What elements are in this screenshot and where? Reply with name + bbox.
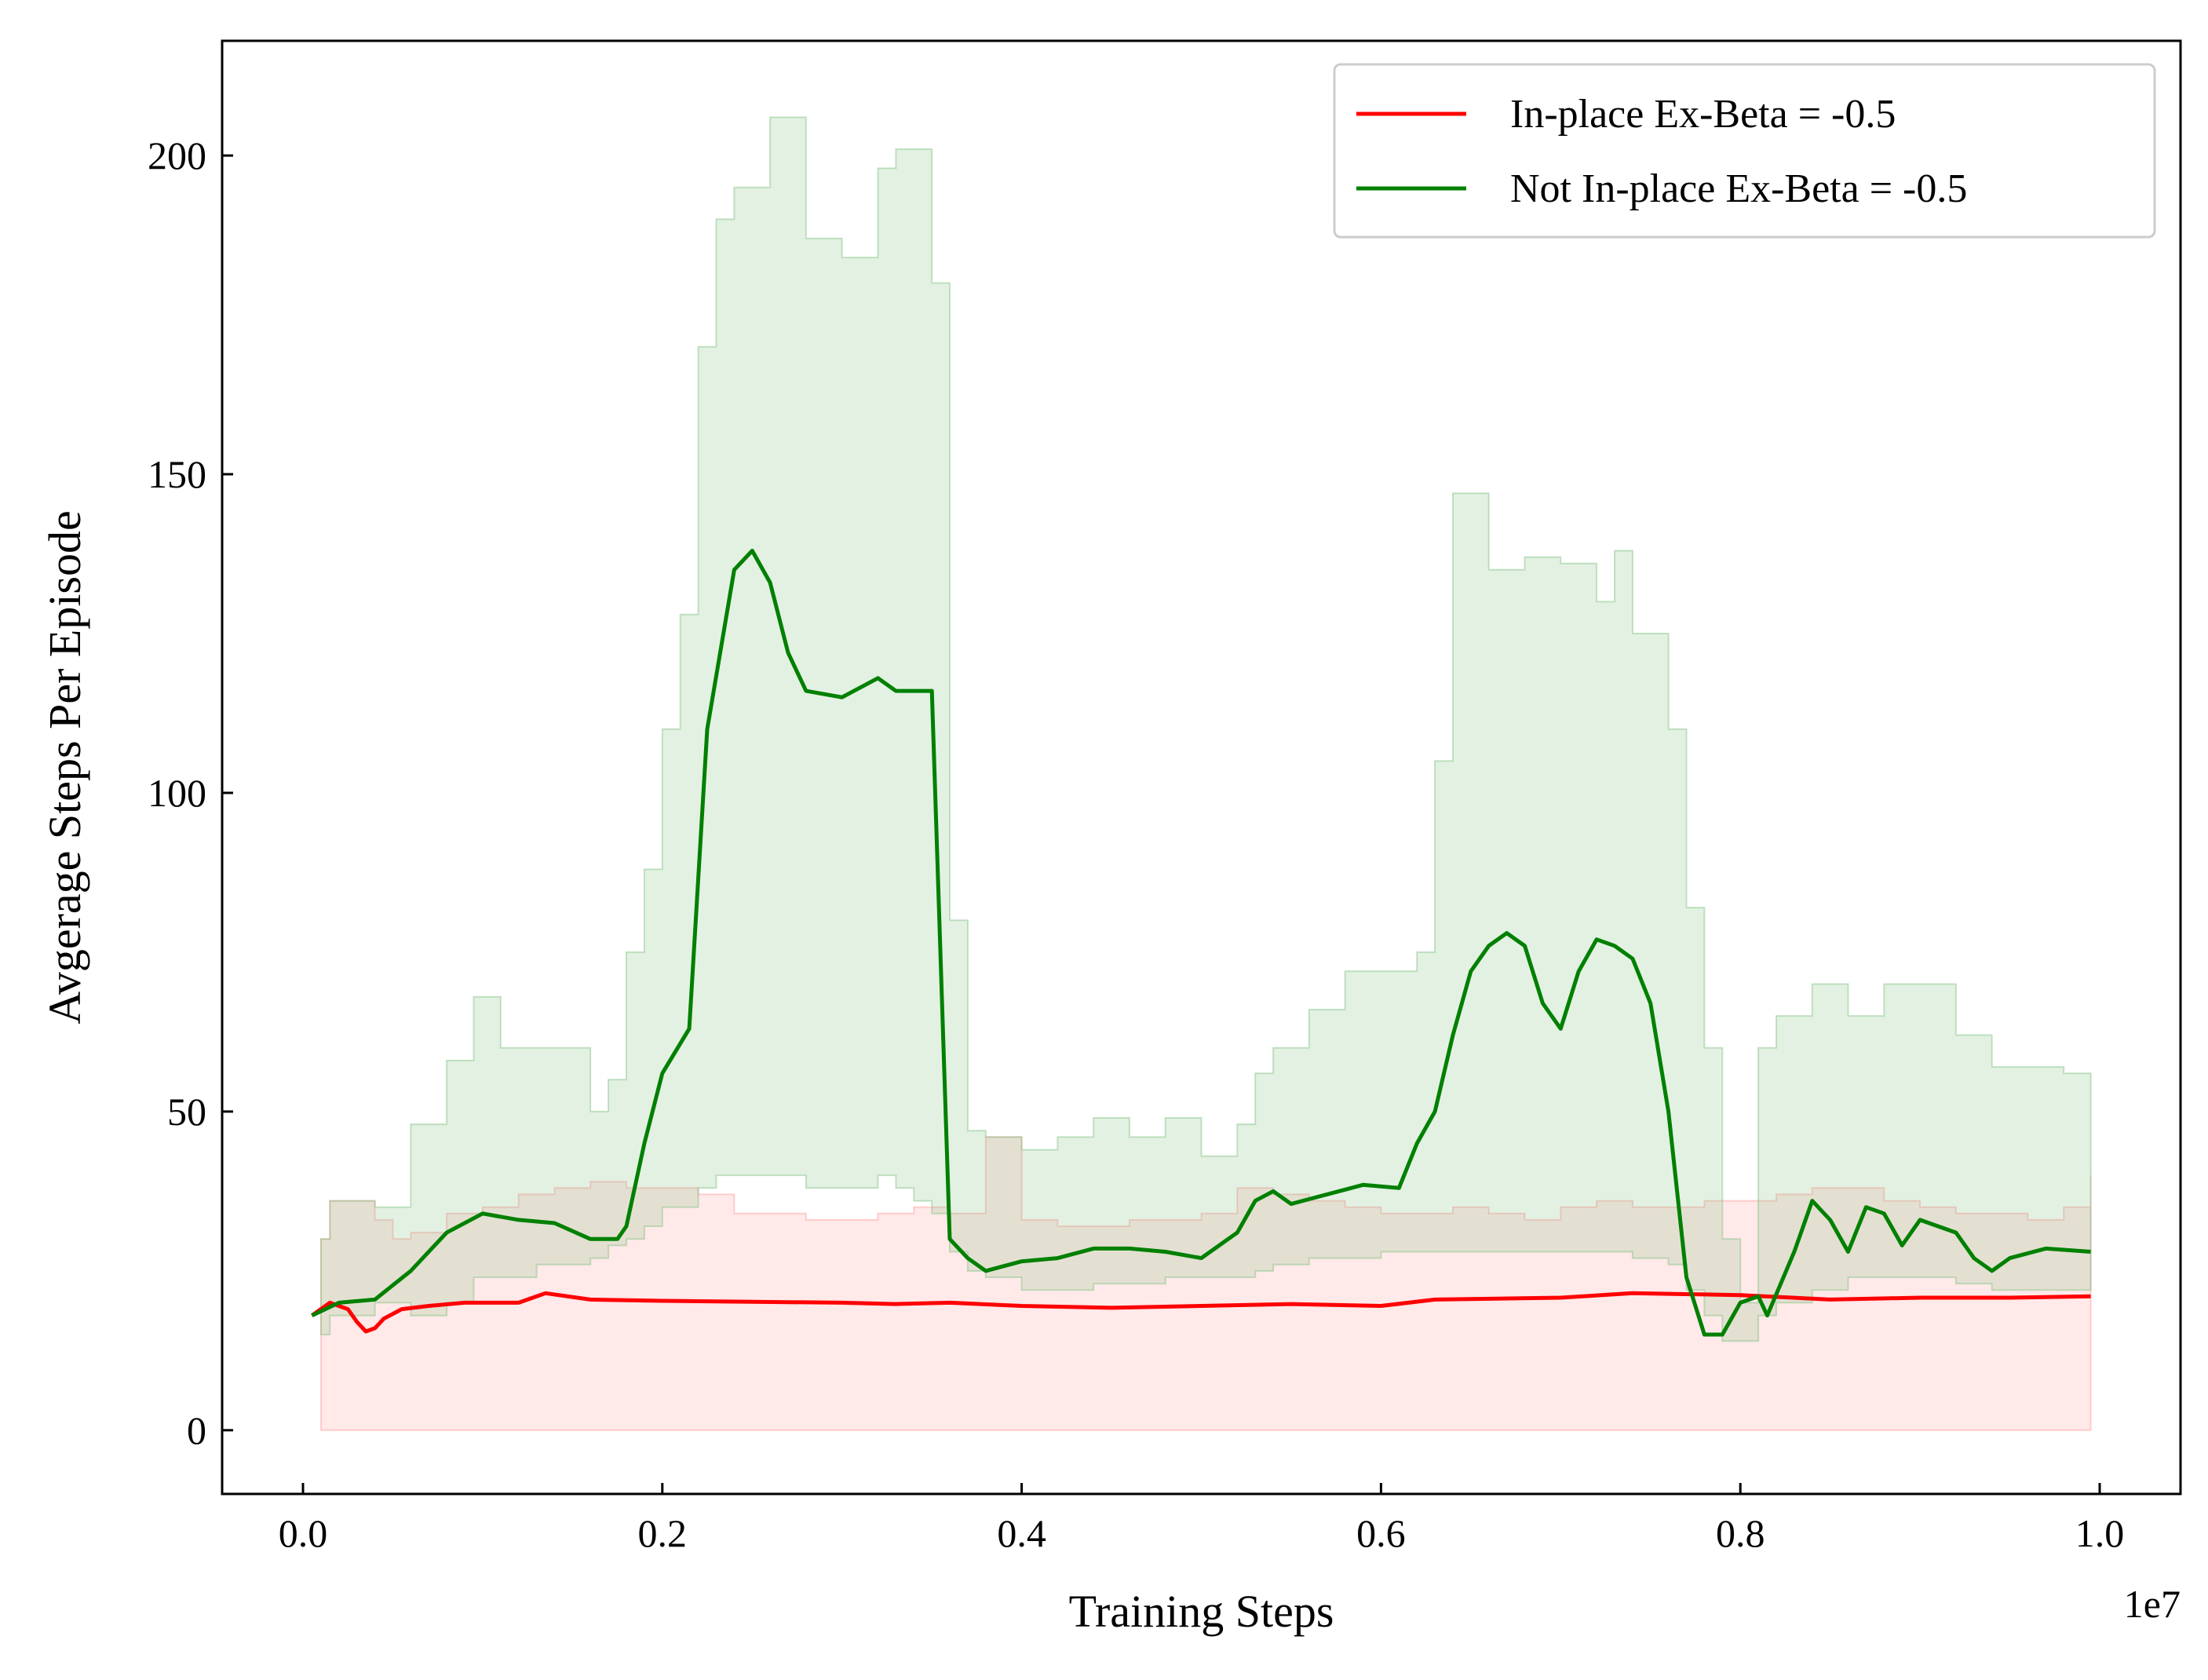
series-lines <box>310 549 2091 1337</box>
legend-label-not-in-place: Not In-place Ex-Beta = -0.5 <box>1510 166 1967 211</box>
band-0 <box>319 1136 2092 1431</box>
legend-label-in-place: In-place Ex-Beta = -0.5 <box>1510 92 1896 137</box>
y-tick-label-0: 0 <box>187 1408 206 1452</box>
confidence-bands <box>319 116 2092 1431</box>
x-tick-label-4: 0.8 <box>1716 1511 1765 1555</box>
x-tick-label-2: 0.4 <box>997 1511 1046 1555</box>
y-tick-label-2: 100 <box>148 771 206 815</box>
series-line-0 <box>310 1291 2091 1334</box>
y-tick-label-4: 200 <box>148 133 206 177</box>
y-tick-label-3: 150 <box>148 452 206 496</box>
y-axis-title: Avgerage Steps Per Episode <box>39 510 90 1024</box>
band-1 <box>319 116 2092 1342</box>
legend: In-place Ex-Beta = -0.5 Not In-place Ex-… <box>1333 63 2156 239</box>
x-tick-label-5: 1.0 <box>2075 1511 2125 1555</box>
y-tick-label-1: 50 <box>167 1090 206 1134</box>
x-tick-label-1: 0.2 <box>638 1511 688 1555</box>
x-tick-label-3: 0.6 <box>1356 1511 1406 1555</box>
x-axis-title: Training Steps <box>1069 1586 1334 1637</box>
axis-ticks: 0.0 0.2 0.4 0.6 0.8 1.0 0 50 100 150 200 <box>148 133 2124 1555</box>
series-line-1 <box>311 549 2091 1337</box>
plot-frame <box>221 39 2182 1496</box>
x-axis-offset-label: 1e7 <box>2124 1582 2181 1626</box>
legend-box <box>1333 63 2156 239</box>
x-tick-label-0: 0.0 <box>279 1511 328 1555</box>
